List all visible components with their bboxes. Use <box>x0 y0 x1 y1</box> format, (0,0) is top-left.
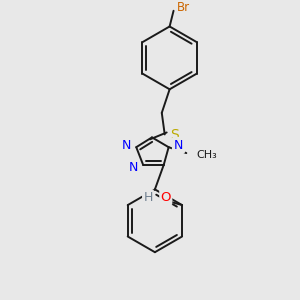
Text: Br: Br <box>177 1 190 14</box>
Text: H: H <box>143 191 153 204</box>
Text: CH₃: CH₃ <box>196 150 217 160</box>
Text: S: S <box>170 128 179 142</box>
Text: N: N <box>129 161 138 174</box>
Text: O: O <box>160 191 171 204</box>
Text: N: N <box>174 139 183 152</box>
Text: N: N <box>122 139 131 152</box>
